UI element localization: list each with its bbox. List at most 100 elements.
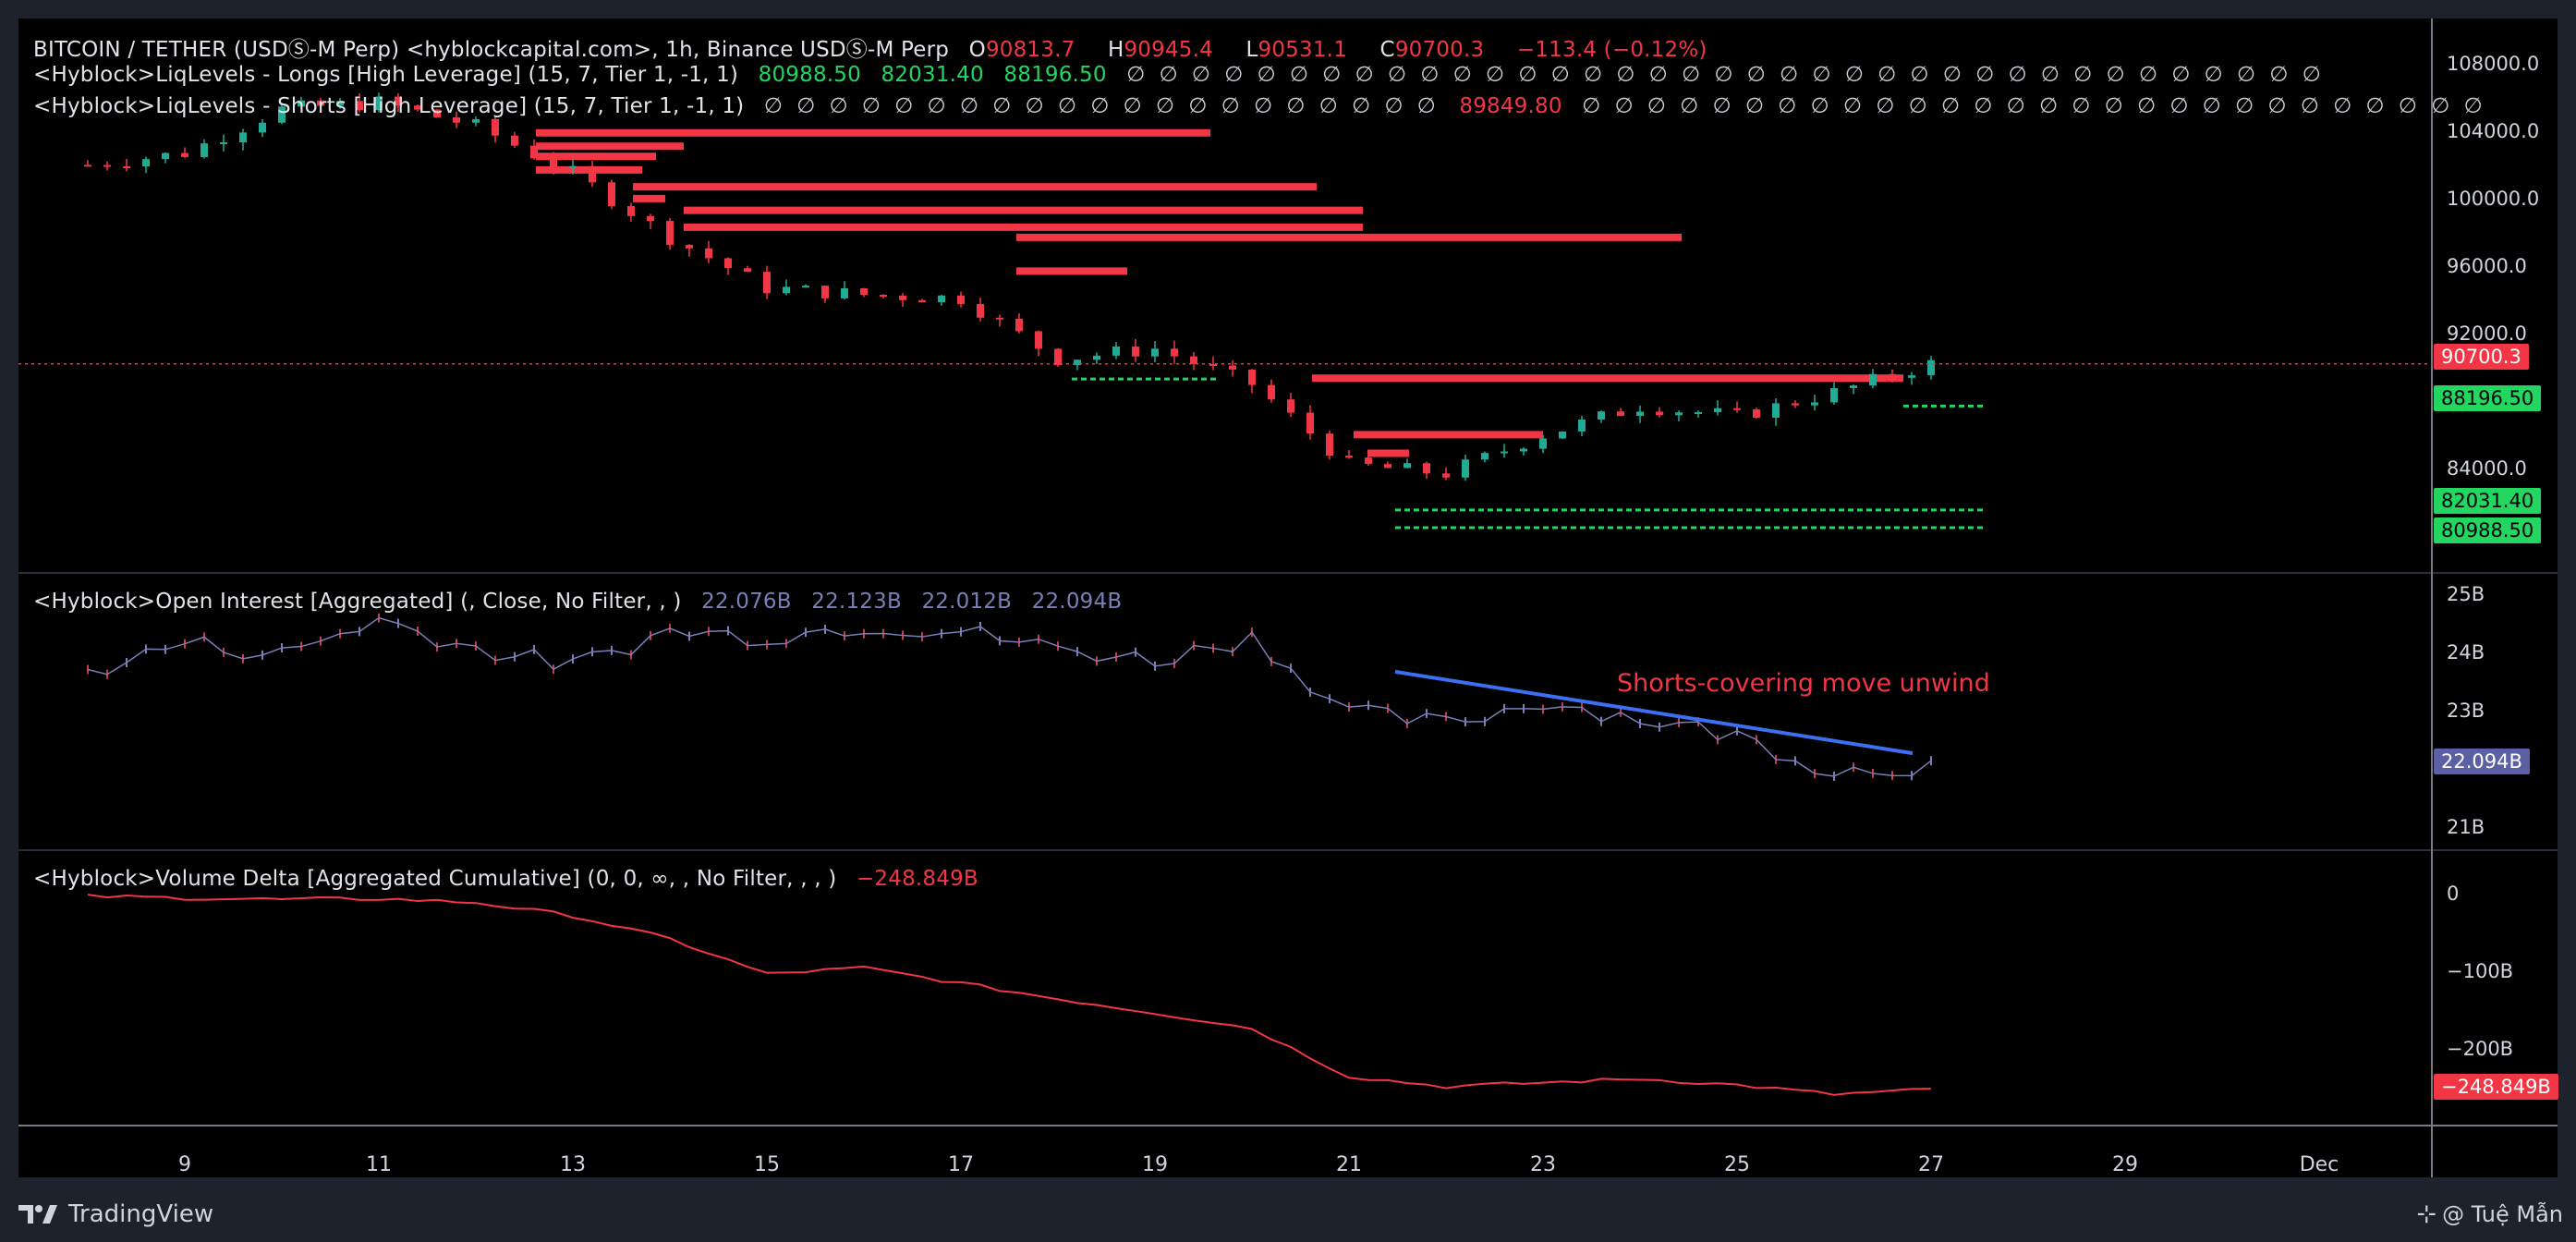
price-candle xyxy=(550,158,557,168)
price-candle xyxy=(1112,347,1120,356)
price-candle xyxy=(1636,411,1644,417)
vd-badge[interactable]: −248.849B xyxy=(2434,1074,2558,1100)
price-candle xyxy=(1384,464,1391,469)
ohlc-high: H90945.4 xyxy=(1107,38,1213,62)
oi-label[interactable]: <Hyblock>Open Interest [Aggregated] (, C… xyxy=(33,590,682,614)
price-candle xyxy=(1248,369,1256,385)
price-candle xyxy=(1190,356,1197,365)
liq-shorts-empty-values: ∅ ∅ ∅ ∅ ∅ ∅ ∅ ∅ ∅ ∅ ∅ ∅ ∅ ∅ ∅ ∅ ∅ ∅ ∅ ∅ … xyxy=(763,94,1440,118)
price-candle xyxy=(1656,411,1663,416)
liq-shorts-label[interactable]: <Hyblock>LiqLevels - Shorts [High Levera… xyxy=(33,94,745,118)
vd-axis-tick: −200B xyxy=(2447,1038,2514,1060)
chart-frame[interactable]: BITCOIN / TETHER (USDⓈ-M Perp) <hyblockc… xyxy=(18,18,2558,1177)
oi-axis-tick: 23B xyxy=(2447,700,2485,722)
ohlc-low: L90531.1 xyxy=(1245,38,1348,62)
time-axis-tick: 21 xyxy=(1336,1153,1362,1176)
ohlc-open: O90813.7 xyxy=(968,38,1075,62)
price-candle xyxy=(1501,451,1508,454)
price-axis-tick: 100000.0 xyxy=(2447,188,2540,210)
liq-longs-label[interactable]: <Hyblock>LiqLevels - Longs [High Leverag… xyxy=(33,63,739,87)
time-axis-tick: 19 xyxy=(1142,1153,1168,1176)
oi-value: 22.123B xyxy=(811,590,902,614)
price-candle xyxy=(705,248,712,259)
price-candle xyxy=(336,101,344,106)
vd-legend[interactable]: <Hyblock>Volume Delta [Aggregated Cumula… xyxy=(33,867,991,891)
price-candle xyxy=(84,164,91,167)
price-candle xyxy=(1927,359,1935,376)
tradingview-logo[interactable]: TradingView xyxy=(18,1196,213,1233)
price-candle xyxy=(1753,408,1760,418)
oi-badge[interactable]: 22.094B xyxy=(2434,749,2530,774)
vd-value: −248.849B xyxy=(856,867,978,891)
price-candle xyxy=(1035,331,1042,349)
author-credit: ⊹ @ Tuệ Mẫn xyxy=(2416,1196,2563,1233)
price-candle xyxy=(162,152,169,160)
price-candle xyxy=(1132,347,1139,357)
liq-shorts-legend[interactable]: <Hyblock>LiqLevels - Shorts [High Levera… xyxy=(33,94,2499,118)
price-axis-tick: 104000.0 xyxy=(2447,120,2540,142)
price-candle xyxy=(472,118,480,123)
price-candle xyxy=(453,116,460,123)
time-axis-tick: 23 xyxy=(1530,1153,1556,1176)
price-candle xyxy=(259,122,266,133)
price-candle xyxy=(763,272,771,294)
price-change: −113.4 (−0.12%) xyxy=(1516,38,1707,62)
price-candle xyxy=(666,221,674,245)
liq-levels-layer xyxy=(536,128,1987,530)
price-candle xyxy=(841,288,848,298)
price-candle xyxy=(1675,412,1683,416)
oi-trendline[interactable] xyxy=(1394,669,1914,756)
price-candle xyxy=(1908,375,1915,378)
last-price-badge[interactable]: 90700.3 xyxy=(2434,344,2529,370)
time-axis-tick: 29 xyxy=(2112,1153,2138,1176)
time-axis-tick: 11 xyxy=(366,1153,392,1176)
liq-long-badge[interactable]: 88196.50 xyxy=(2434,385,2542,411)
chart-canvas[interactable] xyxy=(18,18,2558,1177)
price-candle xyxy=(1151,348,1159,357)
symbol-label[interactable]: BITCOIN / TETHER (USDⓈ-M Perp) <hyblockc… xyxy=(33,38,950,62)
time-axis-tick: 13 xyxy=(560,1153,586,1176)
price-candle xyxy=(1811,402,1818,406)
price-candle xyxy=(1171,348,1178,357)
time-axis-tick: 27 xyxy=(1918,1153,1944,1176)
price-candle xyxy=(356,101,363,111)
price-candle xyxy=(899,295,906,300)
price-candle xyxy=(1733,408,1741,410)
price-candle xyxy=(1850,385,1857,388)
chart-annotation[interactable]: Shorts-covering move unwind xyxy=(1617,669,1990,698)
price-candle xyxy=(1423,463,1430,474)
time-axis-tick: Dec xyxy=(2299,1153,2339,1176)
price-candle xyxy=(1520,448,1527,452)
price-candle xyxy=(724,258,732,269)
price-candle xyxy=(996,317,1003,320)
time-axis-tick: 9 xyxy=(178,1153,191,1176)
oi-value: 22.094B xyxy=(1031,590,1123,614)
volume-delta-line xyxy=(87,894,1932,1096)
price-candle xyxy=(103,164,111,167)
vd-label[interactable]: <Hyblock>Volume Delta [Aggregated Cumula… xyxy=(33,867,837,891)
liq-shorts-value: 89849.80 xyxy=(1459,94,1562,118)
liq-longs-legend[interactable]: <Hyblock>LiqLevels - Longs [High Leverag… xyxy=(33,63,2338,87)
liq-long-badge[interactable]: 82031.40 xyxy=(2434,488,2542,514)
open-interest-layer xyxy=(87,613,1932,782)
oi-legend[interactable]: <Hyblock>Open Interest [Aggregated] (, C… xyxy=(33,590,1135,614)
price-candle xyxy=(1578,419,1586,432)
price-candle xyxy=(317,100,324,106)
oi-axis-tick: 24B xyxy=(2447,641,2485,664)
price-candle xyxy=(880,294,887,297)
price-candle xyxy=(123,166,130,169)
price-candle xyxy=(1481,453,1488,460)
time-axis-tick: 25 xyxy=(1724,1153,1750,1176)
price-candle xyxy=(142,159,150,167)
liq-long-badge[interactable]: 80988.50 xyxy=(2434,518,2542,543)
price-legend[interactable]: BITCOIN / TETHER (USDⓈ-M Perp) <hyblockc… xyxy=(33,31,1720,63)
price-candle xyxy=(1539,438,1547,449)
price-candle xyxy=(686,244,693,249)
liq-shorts-empty-values: ∅ ∅ ∅ ∅ ∅ ∅ ∅ ∅ ∅ ∅ ∅ ∅ ∅ ∅ ∅ ∅ ∅ ∅ ∅ ∅ … xyxy=(1582,94,2486,118)
price-candle xyxy=(1442,473,1450,478)
price-candle xyxy=(957,295,965,304)
vd-axis-tick: −100B xyxy=(2447,960,2514,982)
price-candle xyxy=(1462,459,1469,478)
price-candle xyxy=(239,132,247,143)
time-axis-tick: 15 xyxy=(754,1153,780,1176)
